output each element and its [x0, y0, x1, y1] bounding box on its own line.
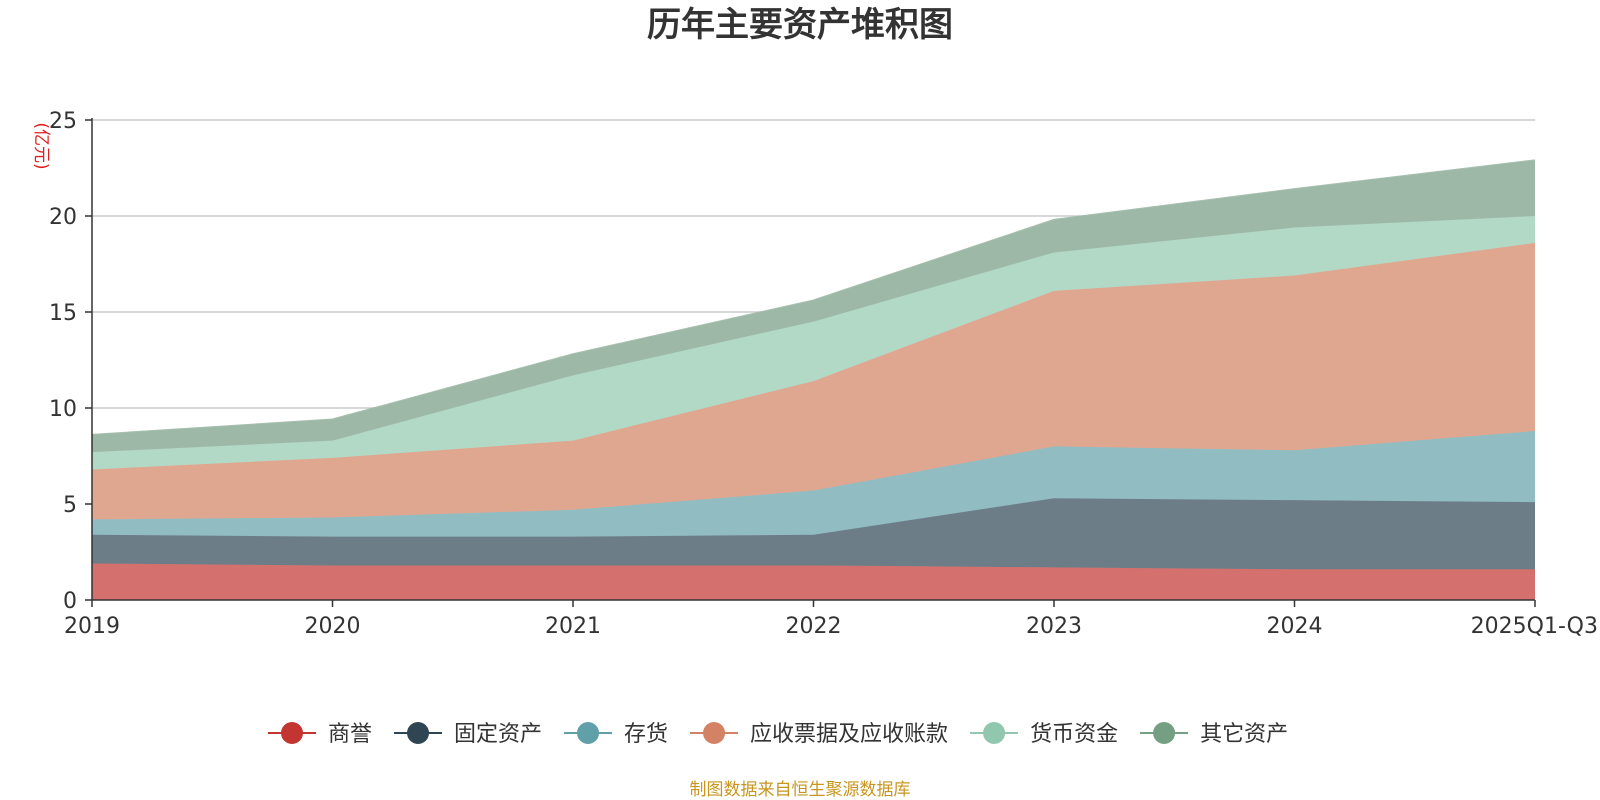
y-tick-label: 10: [49, 397, 77, 422]
x-tick-label: 2024: [1267, 614, 1323, 639]
legend-marker: [703, 722, 726, 744]
chart-title: 历年主要资产堆积图: [647, 5, 953, 45]
y-tick-label: 15: [49, 301, 77, 326]
legend-marker: [1153, 722, 1176, 744]
area-series: [91, 159, 1536, 600]
legend-item-2[interactable]: 固定资产: [394, 722, 542, 747]
legend[interactable]: 商誉 固定资产 存货 应收票据及应收账款 货币资金 其它资产: [268, 722, 1288, 747]
legend-label: 商誉: [328, 722, 372, 747]
legend-marker: [983, 722, 1006, 744]
y-tick-label: 5: [63, 493, 77, 518]
x-tick-label: 2021: [545, 614, 601, 639]
area-series-line-6: [91, 159, 1536, 436]
legend-label: 应收票据及应收账款: [750, 722, 948, 747]
legend-marker: [407, 722, 430, 744]
area-series-2: [92, 498, 1535, 570]
legend-label: 固定资产: [454, 722, 542, 747]
area-series-3: [92, 431, 1535, 537]
area-series-6: [92, 160, 1535, 453]
x-tick-label: 2019: [64, 614, 120, 639]
x-tick-label: 2022: [786, 614, 842, 639]
x-tick-label: 2020: [305, 614, 361, 639]
legend-item-6[interactable]: 其它资产: [1140, 722, 1288, 747]
legend-marker: [281, 722, 303, 744]
x-tick-label: 2025Q1-Q3: [1471, 614, 1598, 639]
legend-item-4[interactable]: 应收票据及应收账款: [690, 722, 948, 747]
y-tick-label: 25: [49, 109, 77, 134]
area-series-5: [92, 216, 1535, 470]
legend-label: 其它资产: [1200, 722, 1288, 747]
data-source-note: 制图数据来自恒生聚源数据库: [690, 780, 911, 800]
y-axis-unit-label: (亿元): [31, 122, 51, 169]
x-tick-label: 2023: [1026, 614, 1082, 639]
legend-marker: [577, 722, 600, 744]
y-tick-label: 0: [63, 589, 77, 614]
legend-item-1[interactable]: 商誉: [268, 722, 372, 747]
legend-item-5[interactable]: 货币资金: [970, 722, 1118, 747]
axes: 0 5 10 15 20 25 2019 2020 2021 2022 2023 2024 2025Q1…: [49, 109, 1598, 639]
area-series-1: [92, 563, 1535, 600]
legend-label: 货币资金: [1030, 722, 1118, 747]
legend-item-3[interactable]: 存货: [564, 722, 668, 747]
legend-label: 存货: [624, 722, 668, 747]
y-tick-label: 20: [49, 205, 77, 230]
